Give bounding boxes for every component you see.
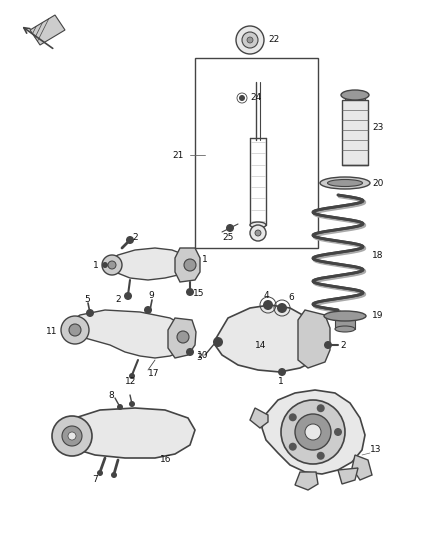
Text: 13: 13 <box>370 446 381 455</box>
Text: 2: 2 <box>132 232 138 241</box>
Circle shape <box>263 300 273 310</box>
Ellipse shape <box>328 180 363 187</box>
Circle shape <box>281 400 345 464</box>
Circle shape <box>108 261 116 269</box>
Circle shape <box>250 225 266 241</box>
Text: 11: 11 <box>46 327 57 336</box>
Polygon shape <box>105 248 192 280</box>
Text: 5: 5 <box>84 295 90 304</box>
Ellipse shape <box>320 177 370 189</box>
Text: 8: 8 <box>108 391 114 400</box>
Text: 24: 24 <box>250 93 261 101</box>
Circle shape <box>144 306 152 314</box>
Polygon shape <box>215 305 322 372</box>
Text: 1: 1 <box>93 261 99 270</box>
Circle shape <box>117 404 123 410</box>
Circle shape <box>184 259 196 271</box>
Circle shape <box>52 416 92 456</box>
Text: 4: 4 <box>264 290 270 300</box>
Circle shape <box>324 341 332 349</box>
Text: 12: 12 <box>125 377 136 386</box>
Circle shape <box>86 309 94 317</box>
Circle shape <box>97 470 103 476</box>
Circle shape <box>305 424 321 440</box>
Circle shape <box>126 236 134 244</box>
Circle shape <box>186 348 194 356</box>
Ellipse shape <box>324 311 366 321</box>
Circle shape <box>129 373 135 379</box>
Circle shape <box>68 432 76 440</box>
Circle shape <box>102 262 108 268</box>
Circle shape <box>277 303 287 313</box>
Bar <box>345 95 365 100</box>
Text: 2: 2 <box>340 341 346 350</box>
Text: 20: 20 <box>372 179 383 188</box>
Text: 18: 18 <box>372 251 384 260</box>
Circle shape <box>124 292 132 300</box>
Circle shape <box>62 426 82 446</box>
Polygon shape <box>262 390 365 474</box>
Circle shape <box>226 224 234 232</box>
Text: 19: 19 <box>372 311 384 320</box>
Text: 2: 2 <box>115 295 120 304</box>
Polygon shape <box>295 472 318 490</box>
Circle shape <box>278 368 286 376</box>
Text: 23: 23 <box>372 124 383 133</box>
Circle shape <box>69 324 81 336</box>
Polygon shape <box>168 318 196 358</box>
Circle shape <box>102 255 122 275</box>
Bar <box>342 100 368 165</box>
Text: 1: 1 <box>278 377 284 386</box>
Circle shape <box>317 452 325 460</box>
Polygon shape <box>175 248 200 282</box>
Circle shape <box>186 288 194 296</box>
Text: 21: 21 <box>172 150 184 159</box>
Polygon shape <box>60 408 195 458</box>
Text: 17: 17 <box>148 368 159 377</box>
Circle shape <box>289 443 297 451</box>
Circle shape <box>129 401 135 407</box>
Text: 9: 9 <box>148 292 154 301</box>
Text: 7: 7 <box>92 475 98 484</box>
Circle shape <box>213 337 223 347</box>
Circle shape <box>242 32 258 48</box>
Circle shape <box>295 414 331 450</box>
Text: 22: 22 <box>268 36 279 44</box>
Polygon shape <box>30 15 65 45</box>
Circle shape <box>236 26 264 54</box>
Circle shape <box>111 472 117 478</box>
Circle shape <box>177 331 189 343</box>
Circle shape <box>289 413 297 421</box>
Bar <box>335 319 355 329</box>
Circle shape <box>255 230 261 236</box>
Text: 10: 10 <box>197 351 208 359</box>
Text: 16: 16 <box>160 456 172 464</box>
Circle shape <box>239 95 245 101</box>
Text: 14: 14 <box>255 341 266 350</box>
Text: 15: 15 <box>193 288 205 297</box>
Polygon shape <box>250 408 268 428</box>
Ellipse shape <box>341 90 369 100</box>
Polygon shape <box>338 468 358 484</box>
Ellipse shape <box>250 222 266 228</box>
Circle shape <box>317 404 325 412</box>
Polygon shape <box>298 310 330 368</box>
Text: 6: 6 <box>288 294 294 303</box>
Circle shape <box>334 428 342 436</box>
Bar <box>195 58 318 248</box>
Text: 25: 25 <box>222 233 233 243</box>
Text: 3: 3 <box>196 353 202 362</box>
Polygon shape <box>65 310 190 358</box>
Text: 1: 1 <box>202 255 208 264</box>
Polygon shape <box>352 455 372 480</box>
Circle shape <box>61 316 89 344</box>
Ellipse shape <box>335 326 355 332</box>
Circle shape <box>247 37 253 43</box>
